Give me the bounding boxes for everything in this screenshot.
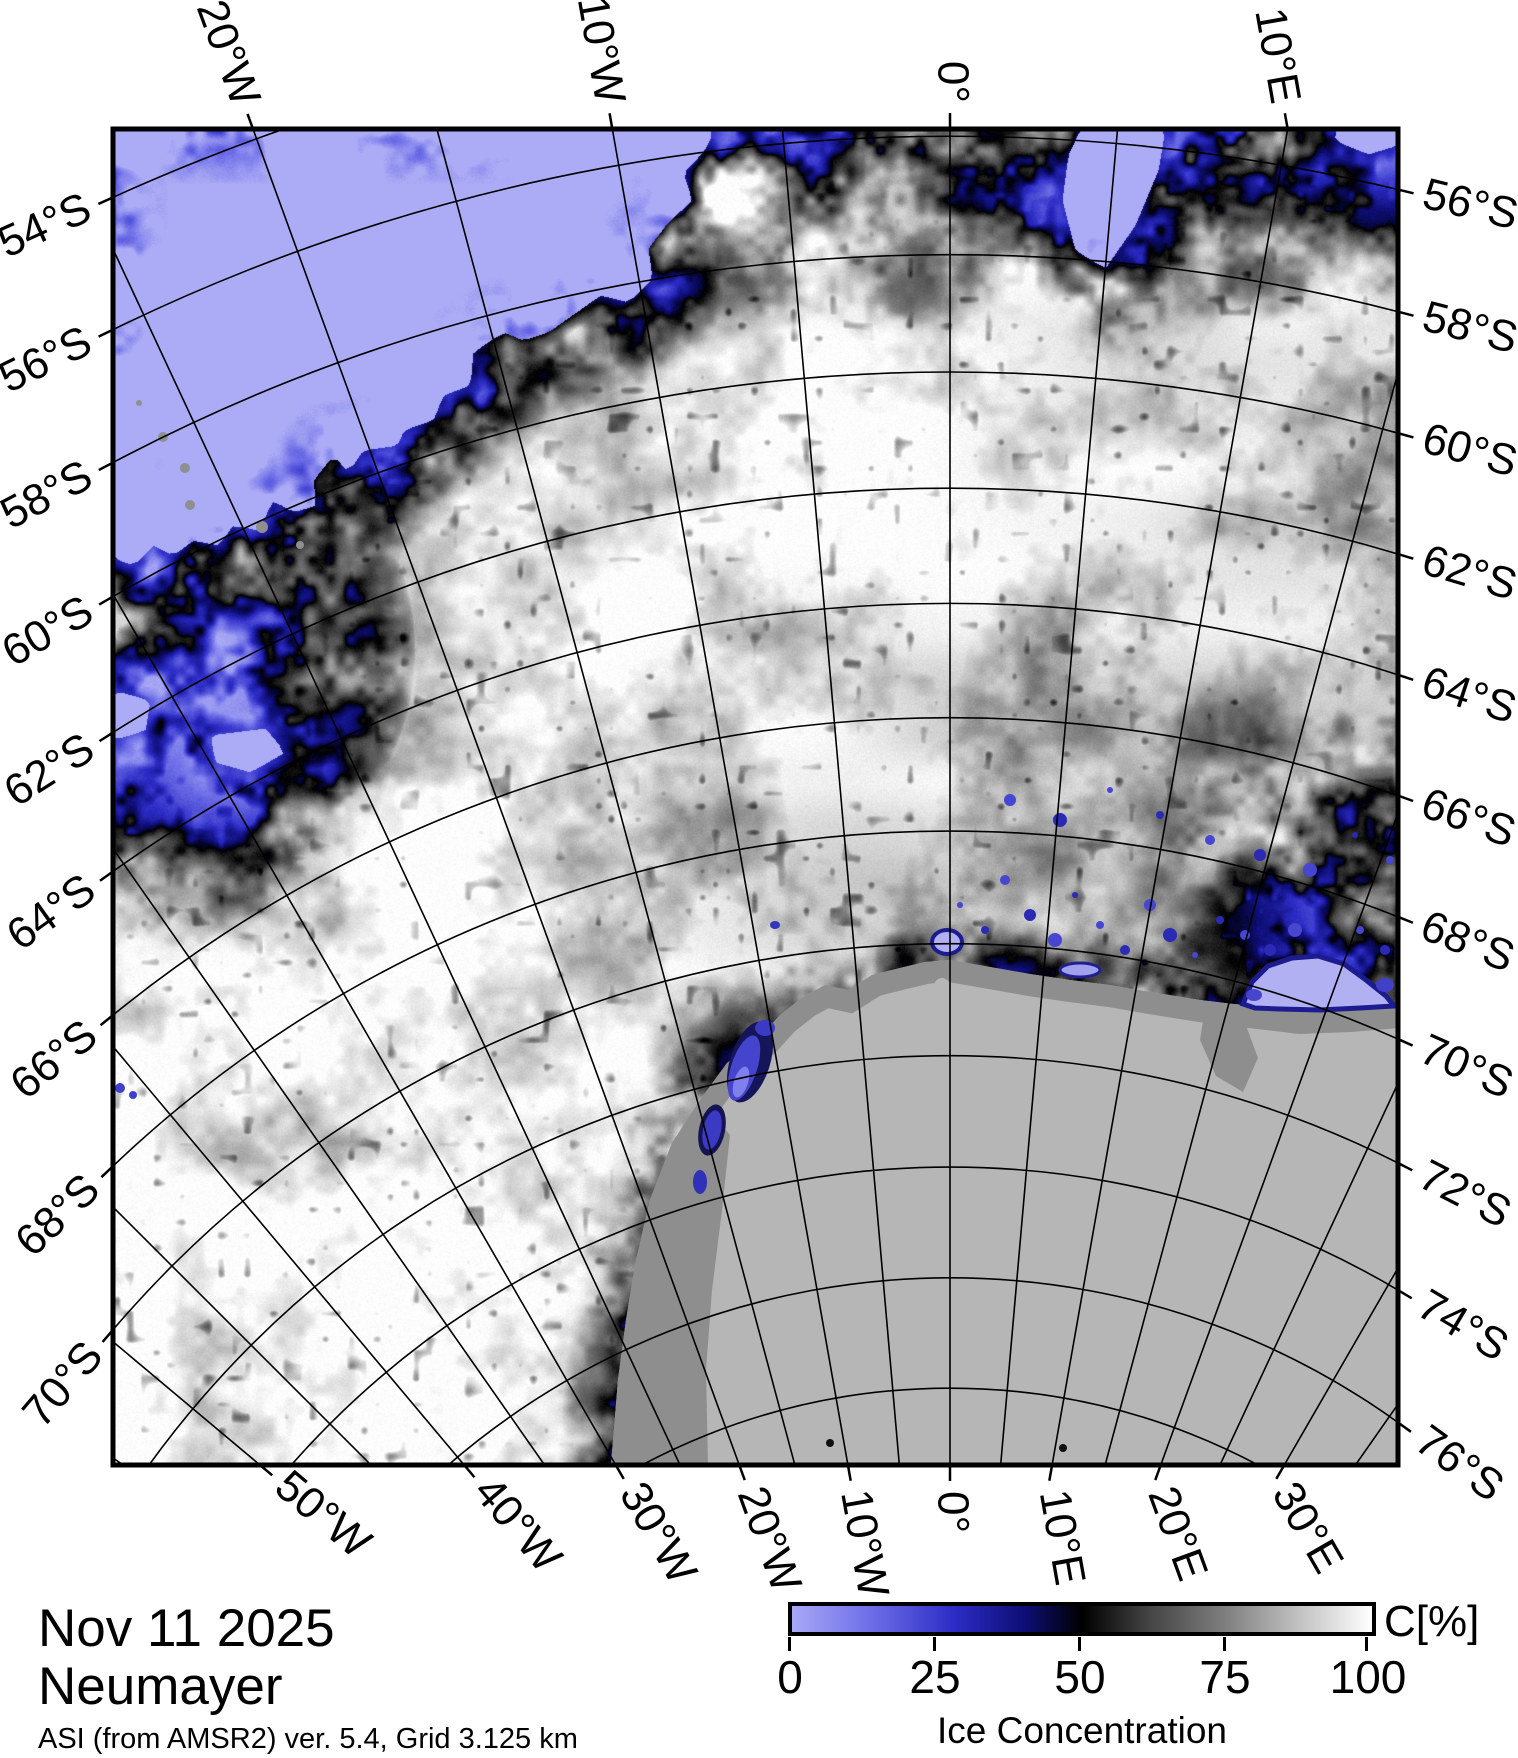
axis-label-right-74s: 74°S: [1409, 1280, 1516, 1371]
axis-label-bottom-30e: 30°E: [1263, 1474, 1353, 1582]
coastal-polynyas: [115, 400, 1398, 1452]
meridian-line-10e: [1051, 129, 1289, 1465]
axis-label-bottom-00: 0°: [928, 1491, 977, 1533]
axis-label-right-64s: 64°S: [1416, 657, 1518, 733]
axis-label-right-58s: 58°S: [1418, 292, 1518, 363]
axis-label-top-00: 0°: [928, 61, 977, 103]
axis-label-bottom-20w: 20°W: [728, 1480, 811, 1599]
polynya-large: [1239, 953, 1398, 1013]
axis-label-left-54s: 54°S: [0, 183, 98, 267]
land-antarctica: [611, 960, 1398, 1465]
axis-label-right-60s: 60°S: [1417, 414, 1518, 487]
axis-label-right-72s: 72°S: [1411, 1150, 1518, 1237]
axis-label-top-10w: 10°W: [568, 0, 635, 108]
meridian-line-25w: [113, 247, 681, 1465]
map-frame: [110, 126, 1401, 1468]
axis-label-left-56s: 56°S: [0, 316, 99, 402]
axis-label-right-62s: 62°S: [1417, 535, 1518, 609]
meridian-line-20w: [252, 129, 741, 1465]
meridian-line-25e: [1219, 1081, 1398, 1465]
axis-label-right-76s: 76°S: [1406, 1415, 1512, 1511]
meridian-line-20e: [1159, 810, 1398, 1465]
meridian-line-5e: [999, 129, 1119, 1465]
axis-label-bottom-30w: 30°W: [610, 1474, 707, 1592]
meridian-line-35w: [113, 847, 546, 1465]
axis-label-left-58s: 58°S: [0, 451, 100, 539]
meridian-line-5w: [781, 129, 901, 1465]
axis-label-left-70s: 70°S: [13, 1332, 113, 1437]
axis-label-left-62s: 62°S: [0, 723, 103, 816]
axis-label-left-68s: 68°S: [6, 1164, 109, 1266]
axis-label-top-10e: 10°E: [1245, 4, 1310, 107]
axis-label-bottom-10e: 10°E: [1030, 1486, 1095, 1589]
meridian-line-10w: [611, 129, 849, 1465]
axis-label-right-70s: 70°S: [1413, 1025, 1518, 1109]
axis-label-left-64s: 64°S: [0, 864, 104, 960]
axis-label-right-56s: 56°S: [1418, 169, 1518, 239]
axis-label-bottom-20e: 20°E: [1138, 1480, 1217, 1587]
axis-label-bottom-40w: 40°W: [464, 1467, 571, 1582]
meridian-line-30w: [113, 592, 617, 1465]
meridian-line-30e: [1283, 1266, 1398, 1465]
axis-label-left-66s: 66°S: [1, 1010, 106, 1109]
axis-label-top-20w: 20°W: [187, 0, 270, 112]
axis-label-right-66s: 66°S: [1415, 779, 1518, 857]
meridian-line-15e: [1104, 368, 1398, 1465]
axis-label-right-68s: 68°S: [1414, 901, 1518, 982]
axis-label-bottom-10w: 10°W: [831, 1486, 898, 1601]
meridian-line-15w: [436, 129, 796, 1465]
meridian-line-35e: [1354, 1402, 1398, 1465]
axis-label-bottom-50w: 50°W: [266, 1461, 381, 1568]
axis-label-left-60s: 60°S: [0, 586, 101, 676]
